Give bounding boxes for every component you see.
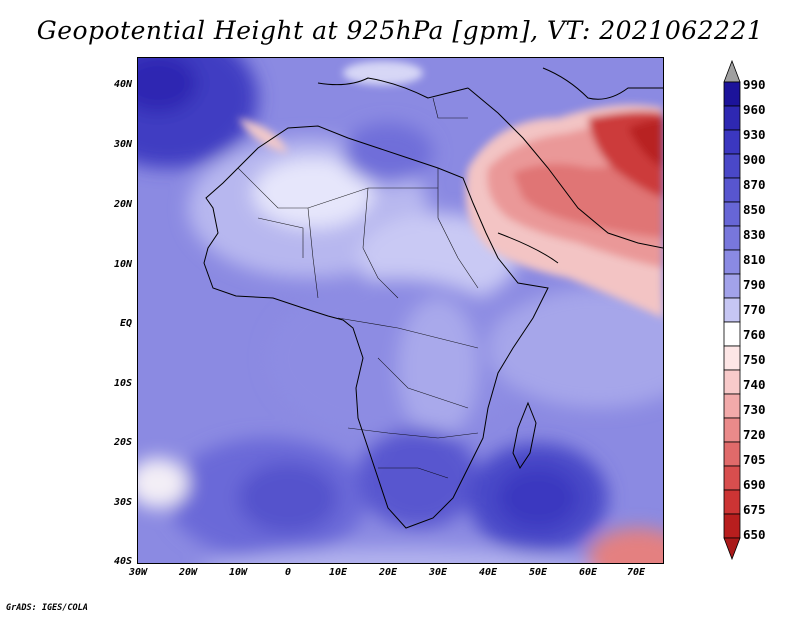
lon-tick: 0 — [284, 567, 292, 578]
colorbar-bin — [723, 417, 741, 443]
geopotential-field — [138, 58, 663, 563]
lon-tick: 60E — [578, 567, 598, 578]
colorbar-label: 850 — [743, 202, 766, 217]
colorbar-bin — [723, 201, 741, 227]
colorbar — [723, 60, 741, 560]
colorbar-bin — [723, 177, 741, 203]
colorbar-label: 830 — [743, 227, 766, 242]
colorbar-label: 790 — [743, 277, 766, 292]
colorbar-bin — [723, 393, 741, 419]
lon-tick: 20W — [178, 567, 198, 578]
colorbar-bin — [723, 441, 741, 467]
colorbar-bin — [723, 153, 741, 179]
lon-tick: 50E — [528, 567, 548, 578]
colorbar-bin — [723, 105, 741, 131]
software-credit: GrADS: IGES/COLA — [6, 603, 88, 613]
colorbar-bin — [723, 81, 741, 107]
colorbar-bin — [723, 249, 741, 275]
lat-tick: 40N — [113, 79, 132, 90]
colorbar-label: 675 — [743, 502, 766, 517]
lon-tick: 20E — [378, 567, 398, 578]
lon-tick: 30W — [128, 567, 148, 578]
map-title: Geopotential Height at 925hPa [gpm], VT:… — [36, 16, 764, 45]
colorbar-bin — [723, 513, 741, 539]
colorbar-bin — [723, 369, 741, 395]
colorbar-label: 650 — [743, 527, 766, 542]
colorbar-bin — [723, 297, 741, 323]
colorbar-label: 690 — [743, 477, 766, 492]
coastline — [203, 67, 663, 529]
colorbar-label: 990 — [743, 77, 766, 92]
colorbar-label: 810 — [743, 252, 766, 267]
colorbar-bin — [723, 489, 741, 515]
map-panel — [137, 57, 664, 564]
lon-tick: 10W — [228, 567, 248, 578]
colorbar-bin — [723, 225, 741, 251]
colorbar-label: 900 — [743, 152, 766, 167]
colorbar-bin — [723, 129, 741, 155]
country-borders — [237, 97, 479, 479]
colorbar-label: 770 — [743, 302, 766, 317]
lat-tick: EQ — [119, 318, 132, 329]
colorbar-label: 760 — [743, 327, 766, 342]
colorbar-label: 705 — [743, 452, 766, 467]
lon-tick: 30E — [428, 567, 448, 578]
colorbar-bin — [723, 321, 741, 347]
lat-tick: 20N — [113, 199, 132, 210]
lon-tick: 40E — [478, 567, 498, 578]
colorbar-bin — [723, 345, 741, 371]
colorbar-bin — [723, 273, 741, 299]
colorbar-label: 730 — [743, 402, 766, 417]
lat-tick: 30S — [113, 497, 132, 508]
lat-tick: 20S — [113, 437, 132, 448]
colorbar-label: 740 — [743, 377, 766, 392]
lat-tick: 10N — [113, 259, 132, 270]
lon-tick: 70E — [626, 567, 646, 578]
colorbar-bottom-arrow — [723, 537, 741, 560]
colorbar-bin — [723, 465, 741, 491]
lat-tick: 10S — [113, 378, 132, 389]
colorbar-top-arrow — [723, 60, 741, 83]
lat-tick: 30N — [113, 139, 132, 150]
colorbar-label: 870 — [743, 177, 766, 192]
lon-tick: 10E — [328, 567, 348, 578]
colorbar-label: 720 — [743, 427, 766, 442]
lat-tick: 40S — [113, 556, 132, 567]
colorbar-label: 960 — [743, 102, 766, 117]
colorbar-label: 930 — [743, 127, 766, 142]
colorbar-label: 750 — [743, 352, 766, 367]
